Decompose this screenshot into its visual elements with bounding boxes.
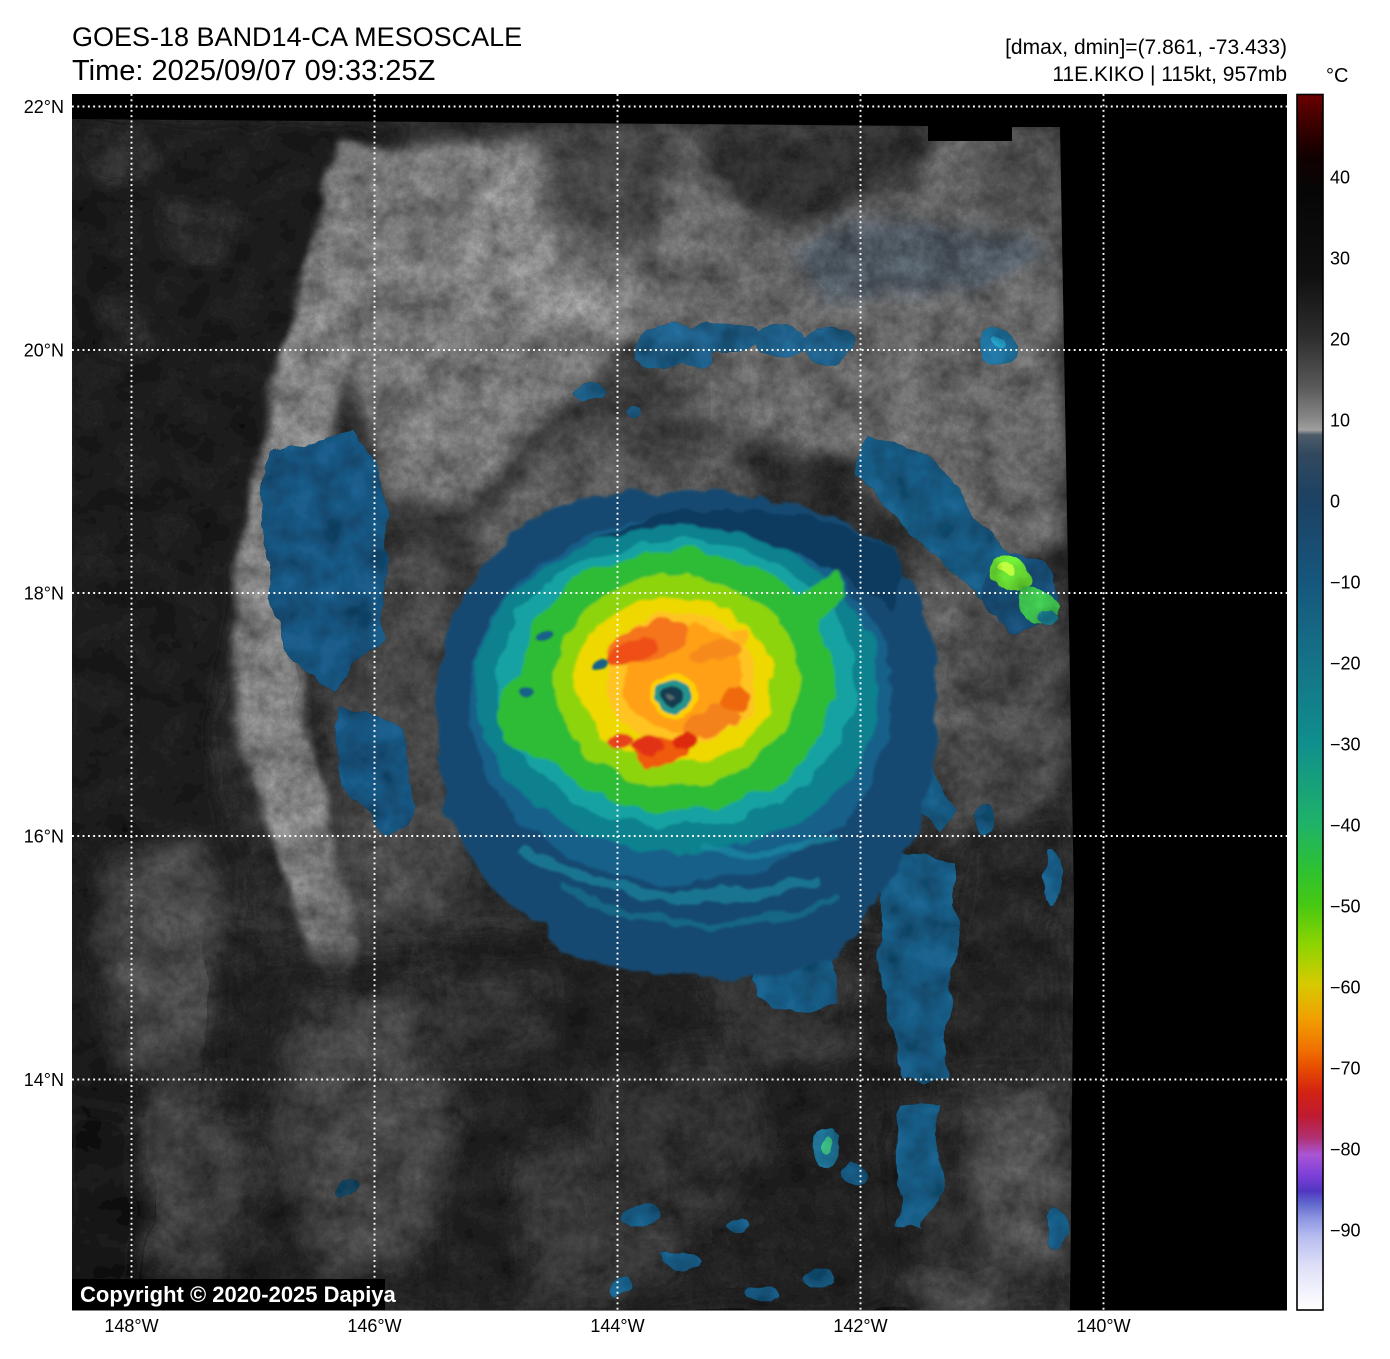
- svg-text:−60: −60: [1330, 978, 1361, 998]
- svg-text:146°W: 146°W: [347, 1316, 401, 1336]
- svg-text:22°N: 22°N: [24, 97, 64, 117]
- svg-text:−30: −30: [1330, 735, 1361, 755]
- svg-text:−80: −80: [1330, 1140, 1361, 1160]
- svg-text:0: 0: [1330, 492, 1340, 512]
- svg-text:°C: °C: [1326, 65, 1348, 87]
- svg-text:11E.KIKO | 115kt, 957mb: 11E.KIKO | 115kt, 957mb: [1052, 63, 1287, 86]
- svg-text:30: 30: [1330, 249, 1350, 269]
- svg-text:−40: −40: [1330, 816, 1361, 836]
- svg-text:20°N: 20°N: [24, 341, 64, 361]
- svg-text:−20: −20: [1330, 654, 1361, 674]
- svg-text:Copyright © 2020-2025 Dapiya: Copyright © 2020-2025 Dapiya: [80, 1282, 397, 1307]
- svg-text:10: 10: [1330, 411, 1350, 431]
- svg-text:18°N: 18°N: [24, 584, 64, 604]
- svg-text:148°W: 148°W: [104, 1316, 158, 1336]
- svg-text:−50: −50: [1330, 897, 1361, 917]
- svg-text:Time: 2025/09/07 09:33:25Z: Time: 2025/09/07 09:33:25Z: [72, 55, 435, 87]
- svg-text:14°N: 14°N: [24, 1070, 64, 1090]
- svg-text:40: 40: [1330, 168, 1350, 188]
- svg-text:GOES-18 BAND14-CA MESOSCALE: GOES-18 BAND14-CA MESOSCALE: [72, 22, 522, 52]
- svg-text:142°W: 142°W: [833, 1316, 887, 1336]
- svg-text:140°W: 140°W: [1076, 1316, 1130, 1336]
- svg-text:−10: −10: [1330, 573, 1361, 593]
- svg-text:−90: −90: [1330, 1221, 1361, 1241]
- svg-text:20: 20: [1330, 330, 1350, 350]
- svg-text:144°W: 144°W: [590, 1316, 644, 1336]
- svg-text:[dmax, dmin]=(7.861, -73.433): [dmax, dmin]=(7.861, -73.433): [1005, 36, 1287, 59]
- svg-text:−70: −70: [1330, 1059, 1361, 1079]
- svg-text:16°N: 16°N: [24, 827, 64, 847]
